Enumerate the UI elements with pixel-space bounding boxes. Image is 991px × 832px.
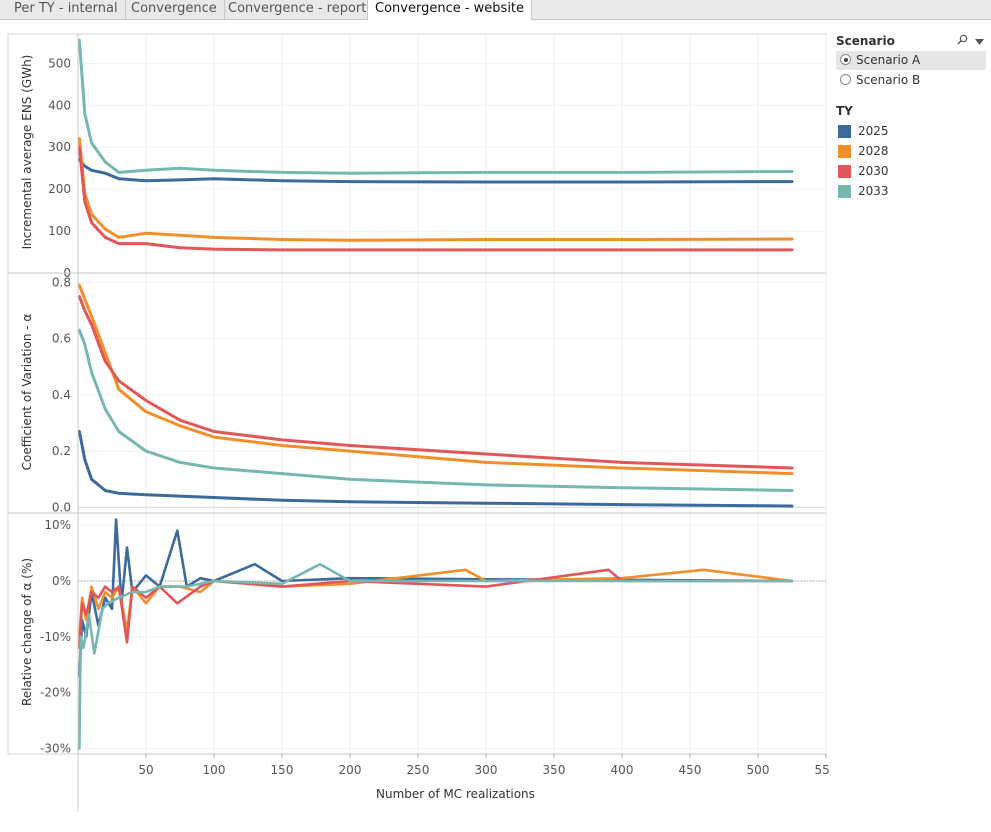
y-tick-label: 400 xyxy=(48,98,71,112)
y-tick-label: 500 xyxy=(48,56,71,70)
tab-convergence-website[interactable]: Convergence - website xyxy=(367,0,533,20)
pane3-y-axis-label: Relative change of α (%) xyxy=(20,557,34,707)
color-swatch xyxy=(838,185,851,198)
y-tick-label: 0.0 xyxy=(52,500,71,514)
sheet-tab-bar: Per TY - internal Convergence Convergenc… xyxy=(0,0,991,20)
scenario-a-option[interactable]: Scenario A xyxy=(836,51,986,70)
y-tick-label: 0.6 xyxy=(52,332,71,346)
ty-legend-label: 2033 xyxy=(858,184,889,198)
y-tick-label: 0.4 xyxy=(52,388,71,402)
series-line-2028 xyxy=(77,283,794,476)
y-tick-label: 100 xyxy=(48,224,71,238)
tab-per-ty-internal[interactable]: Per TY - internal xyxy=(7,0,126,19)
ty-legend-label: 2028 xyxy=(858,144,889,158)
x-tick-label: 50 xyxy=(138,763,153,777)
x-tick-label: 200 xyxy=(339,763,362,777)
y-tick-label: 0% xyxy=(52,574,71,588)
scenario-legend-title: Scenario xyxy=(836,34,895,48)
series-line-2028 xyxy=(78,568,794,639)
x-tick-label: 250 xyxy=(407,763,430,777)
color-swatch xyxy=(838,145,851,158)
x-tick-label: 300 xyxy=(475,763,498,777)
ty-legend-label: 2030 xyxy=(858,164,889,178)
scenario-b-option[interactable]: Scenario B xyxy=(836,71,986,90)
search-icon[interactable] xyxy=(957,34,968,48)
series-line-2025 xyxy=(77,158,794,184)
radio-selected-icon xyxy=(840,54,851,65)
series-line-2030 xyxy=(78,568,794,650)
color-swatch xyxy=(838,125,851,138)
y-tick-label: -20% xyxy=(40,686,71,700)
x-tick-label: 450 xyxy=(679,763,702,777)
series-line-2033 xyxy=(77,328,794,492)
dropdown-arrow-icon[interactable] xyxy=(975,36,984,49)
chart-frame xyxy=(7,33,827,755)
y-tick-label: 200 xyxy=(48,182,71,196)
y-tick-label: 0.8 xyxy=(52,275,71,289)
x-tick-label: 400 xyxy=(611,763,634,777)
series-line-2030 xyxy=(77,295,794,470)
x-tick-label: 100 xyxy=(203,763,226,777)
series-line-2033 xyxy=(78,562,794,750)
ty-legend-title: TY xyxy=(836,104,853,118)
x-tick-label: 550 xyxy=(815,763,830,777)
pane2-y-axis-label: Coefficient of Variation - α xyxy=(20,313,34,471)
x-tick-label: 150 xyxy=(271,763,294,777)
series-line-2030 xyxy=(77,145,794,252)
x-tick-label: 350 xyxy=(543,763,566,777)
scenario-b-label: Scenario B xyxy=(856,73,921,87)
color-swatch xyxy=(838,165,851,178)
y-tick-label: 10% xyxy=(44,518,71,532)
y-tick-label: 300 xyxy=(48,140,71,154)
tab-convergence[interactable]: Convergence xyxy=(124,0,225,19)
convergence-chart: 01002003004005000.00.20.40.60.8-30%-20%-… xyxy=(7,33,830,812)
scenario-a-label: Scenario A xyxy=(856,53,921,67)
y-tick-label: 0.2 xyxy=(52,444,71,458)
series-line-2025 xyxy=(77,430,794,508)
tab-convergence-report[interactable]: Convergence - report xyxy=(221,0,375,19)
y-tick-label: -30% xyxy=(40,741,71,755)
ty-legend-label: 2025 xyxy=(858,124,889,138)
series-line-2025 xyxy=(78,518,794,678)
radio-unselected-icon xyxy=(840,74,851,85)
series-line-2033 xyxy=(77,38,794,175)
series-line-2028 xyxy=(77,137,794,242)
y-tick-label: -10% xyxy=(40,630,71,644)
pane1-y-axis-label: Incremental average ENS (GWh) xyxy=(20,54,34,250)
x-tick-label: 500 xyxy=(747,763,770,777)
x-axis-label: Number of MC realizations xyxy=(376,787,535,801)
